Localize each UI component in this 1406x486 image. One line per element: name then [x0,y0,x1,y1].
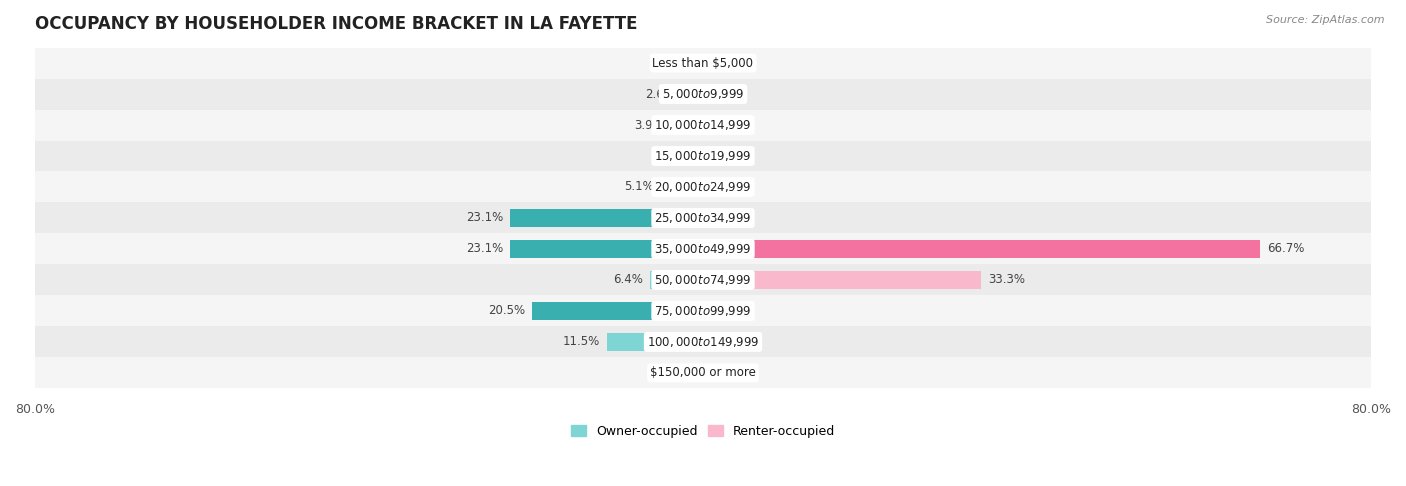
Bar [35,140,1371,172]
Text: 6.4%: 6.4% [613,274,643,286]
Text: 66.7%: 66.7% [1267,243,1303,256]
Bar [661,178,703,196]
Bar [682,85,703,104]
Bar [692,364,703,382]
Text: 0.0%: 0.0% [710,366,740,380]
Text: Source: ZipAtlas.com: Source: ZipAtlas.com [1267,15,1385,25]
Text: OCCUPANCY BY HOUSEHOLDER INCOME BRACKET IN LA FAYETTE: OCCUPANCY BY HOUSEHOLDER INCOME BRACKET … [35,15,637,33]
Text: $5,000 to $9,999: $5,000 to $9,999 [662,87,744,101]
Text: Less than $5,000: Less than $5,000 [652,56,754,69]
Bar [35,109,1371,140]
Text: 0.0%: 0.0% [710,335,740,348]
Bar [510,208,703,227]
Text: 2.6%: 2.6% [645,87,675,101]
Text: $100,000 to $149,999: $100,000 to $149,999 [647,335,759,349]
Text: 1.3%: 1.3% [655,56,686,69]
Text: 33.3%: 33.3% [988,274,1025,286]
Bar [607,332,703,351]
Bar [692,54,703,72]
Text: 0.0%: 0.0% [710,211,740,225]
Text: 3.9%: 3.9% [634,119,664,132]
Bar [35,48,1371,79]
Bar [692,147,703,165]
Text: 11.5%: 11.5% [562,335,600,348]
Text: $75,000 to $99,999: $75,000 to $99,999 [654,304,752,318]
Text: $35,000 to $49,999: $35,000 to $49,999 [654,242,752,256]
Bar [703,271,981,289]
Text: $15,000 to $19,999: $15,000 to $19,999 [654,149,752,163]
Bar [671,116,703,134]
Bar [35,79,1371,109]
Bar [35,233,1371,264]
Text: 5.1%: 5.1% [624,180,654,193]
Text: 0.0%: 0.0% [710,56,740,69]
Text: 1.3%: 1.3% [655,366,686,380]
Text: 0.0%: 0.0% [710,304,740,317]
Bar [703,240,1260,258]
Text: 1.3%: 1.3% [655,150,686,162]
Text: $10,000 to $14,999: $10,000 to $14,999 [654,118,752,132]
Text: $50,000 to $74,999: $50,000 to $74,999 [654,273,752,287]
Text: 0.0%: 0.0% [710,119,740,132]
Legend: Owner-occupied, Renter-occupied: Owner-occupied, Renter-occupied [567,420,839,443]
Text: $150,000 or more: $150,000 or more [650,366,756,380]
Bar [35,295,1371,327]
Bar [35,327,1371,357]
Text: $25,000 to $34,999: $25,000 to $34,999 [654,211,752,225]
Bar [531,302,703,320]
Text: 20.5%: 20.5% [488,304,526,317]
Bar [35,357,1371,388]
Text: 23.1%: 23.1% [467,211,503,225]
Text: 0.0%: 0.0% [710,87,740,101]
Text: 23.1%: 23.1% [467,243,503,256]
Bar [510,240,703,258]
Text: 0.0%: 0.0% [710,180,740,193]
Bar [35,264,1371,295]
Bar [650,271,703,289]
Text: $20,000 to $24,999: $20,000 to $24,999 [654,180,752,194]
Bar [35,172,1371,203]
Text: 0.0%: 0.0% [710,150,740,162]
Bar [35,203,1371,233]
